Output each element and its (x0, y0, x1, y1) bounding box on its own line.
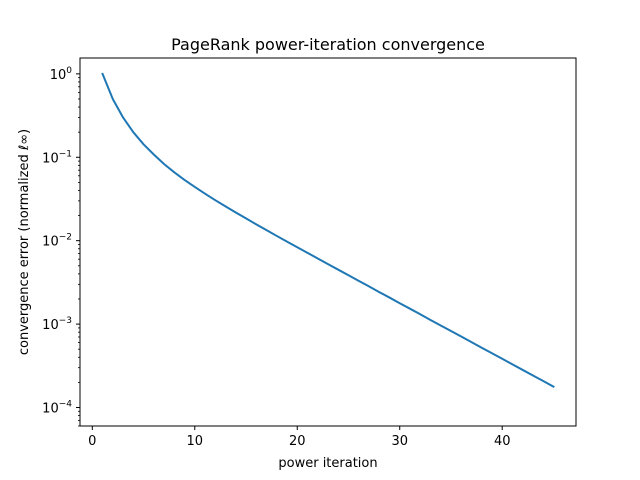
plot-area: 0 10 20 30 40 100 10−1 10−2 10−3 10−4 (42, 57, 577, 449)
y-axis-title: convergence error (normalized ℓ∞) (17, 129, 32, 355)
x-tick-label: 40 (494, 434, 511, 449)
x-tick-label: 20 (289, 434, 306, 449)
y-tick-label: 100 (50, 66, 73, 83)
y-tick-label: 10−3 (42, 316, 72, 333)
x-axis-title: power iteration (278, 456, 377, 471)
y-tick-label: 10−2 (42, 233, 72, 250)
x-tick-label: 10 (187, 434, 204, 449)
series-line-0 (101, 72, 555, 388)
chart-title: PageRank power-iteration convergence (171, 35, 485, 54)
x-tick-label: 30 (391, 434, 408, 449)
plot-frame (79, 57, 577, 427)
y-tick-label: 10−4 (42, 399, 72, 416)
y-tick-label: 10−1 (42, 149, 72, 166)
x-tick-label: 0 (88, 434, 96, 449)
